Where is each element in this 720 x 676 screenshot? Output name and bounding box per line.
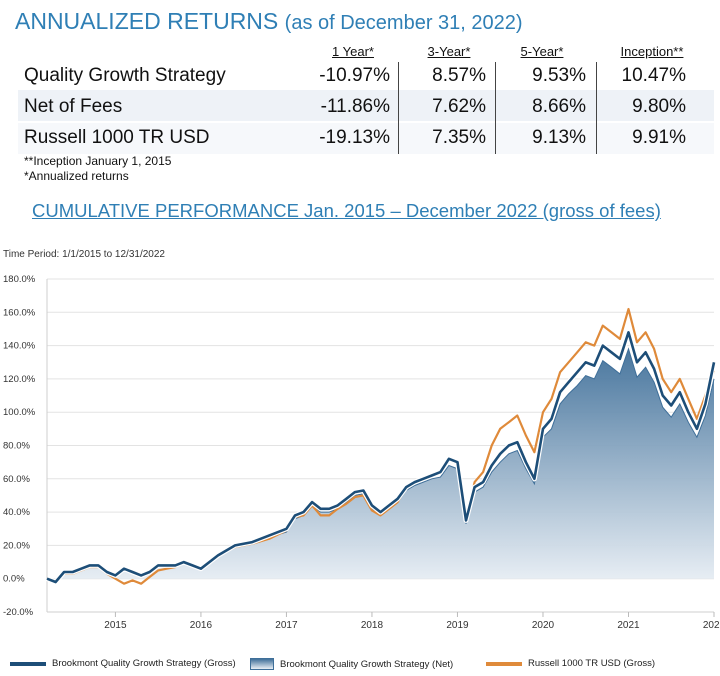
chart-series [46,307,717,585]
cell-quality-3-year: 8.57% [432,65,486,86]
series-net-area [47,348,714,584]
y-tick-label: 120.0% [3,374,36,385]
cell-net-3-year: 7.62% [432,96,486,117]
x-tick-label: 2017 [275,620,298,631]
legend-gross: Brookmont Quality Growth Strategy (Gross… [10,658,236,669]
returns-title-main: ANNUALIZED RETURNS [15,8,279,34]
y-tick-label: 0.0% [3,574,25,585]
y-tick-label: -20.0% [3,607,34,618]
x-tick-label: 2018 [361,620,384,631]
cell-quality-5-year: 9.53% [532,65,586,86]
legend-swatch-gross [10,661,46,666]
legend-label-russell: Russell 1000 TR USD (Gross) [528,658,656,669]
column-header-inception: Inception** [620,44,684,59]
y-tick-label: 40.0% [3,507,30,518]
x-tick-label: 2015 [104,620,127,631]
legend-label-gross: Brookmont Quality Growth Strategy (Gross… [52,658,236,669]
table-divider-2 [495,62,496,154]
cell-net-inception: 9.80% [632,96,686,117]
cell-quality-1-year: -10.97% [319,65,390,86]
legend-net: Brookmont Quality Growth Strategy (Net) [250,658,453,670]
legend-swatch-net [250,658,274,670]
cell-russell-1-year: -19.13% [319,127,390,148]
table-divider-3 [596,62,597,154]
y-tick-label: 160.0% [3,307,36,318]
cell-russell-5-year: 9.13% [532,127,586,148]
note-inception: **Inception January 1, 2015 [24,154,172,168]
y-tick-label: 60.0% [3,474,30,485]
legend-label-net: Brookmont Quality Growth Strategy (Net) [280,658,454,670]
cell-quality-inception: 10.47% [621,65,686,86]
cell-russell-inception: 9.91% [632,127,686,148]
series-gross-line [46,331,716,584]
column-header-3-year: 3-Year* [427,44,471,59]
column-header-1-year: 1 Year* [332,44,374,59]
performance-title: CUMULATIVE PERFORMANCE Jan. 2015 – Decem… [32,200,661,221]
row-label-net-of-fees: Net of Fees [24,96,123,117]
x-tick-label: 2020 [532,620,555,631]
cumulative-performance-chart: 180.0% 160.0% 140.0% 120.0% 100.0% 80.0% 60.0%… [3,274,720,631]
y-tick-label: 180.0% [3,274,36,285]
x-tick-label: 2021 [617,620,640,631]
x-tick-label: 2019 [446,620,469,631]
returns-title-date: (as of December 31, 2022) [284,12,523,34]
row-label-russell: Russell 1000 TR USD [24,127,210,148]
row-background-russell [18,123,714,154]
legend-swatch-russell [486,661,522,666]
column-header-5-year: 5-Year* [520,44,564,59]
time-period-label: Time Period: 1/1/2015 to 12/31/2022 [3,249,165,260]
table-divider-1 [398,62,399,154]
y-tick-label: 20.0% [3,540,30,551]
x-axis-labels: 2015 2016 2017 2018 2019 2020 2021 2022 [104,620,720,631]
x-tick-label: 2022 [703,620,720,631]
row-background-net [18,90,714,121]
legend-russell: Russell 1000 TR USD (Gross) [486,658,655,669]
row-label-quality-growth: Quality Growth Strategy [24,65,226,86]
cell-net-1-year: -11.86% [320,96,390,117]
x-tick-label: 2016 [190,620,213,631]
note-annualized: *Annualized returns [24,169,129,183]
cell-net-5-year: 8.66% [532,96,586,117]
y-tick-label: 100.0% [3,407,36,418]
y-tick-label: 80.0% [3,441,30,452]
y-tick-label: 140.0% [3,341,36,352]
cell-russell-3-year: 7.35% [432,127,486,148]
returns-title: ANNUALIZED RETURNS (as of December 31, 2… [15,8,523,35]
y-axis-labels: 180.0% 160.0% 140.0% 120.0% 100.0% 80.0% 60.0%… [3,274,36,618]
